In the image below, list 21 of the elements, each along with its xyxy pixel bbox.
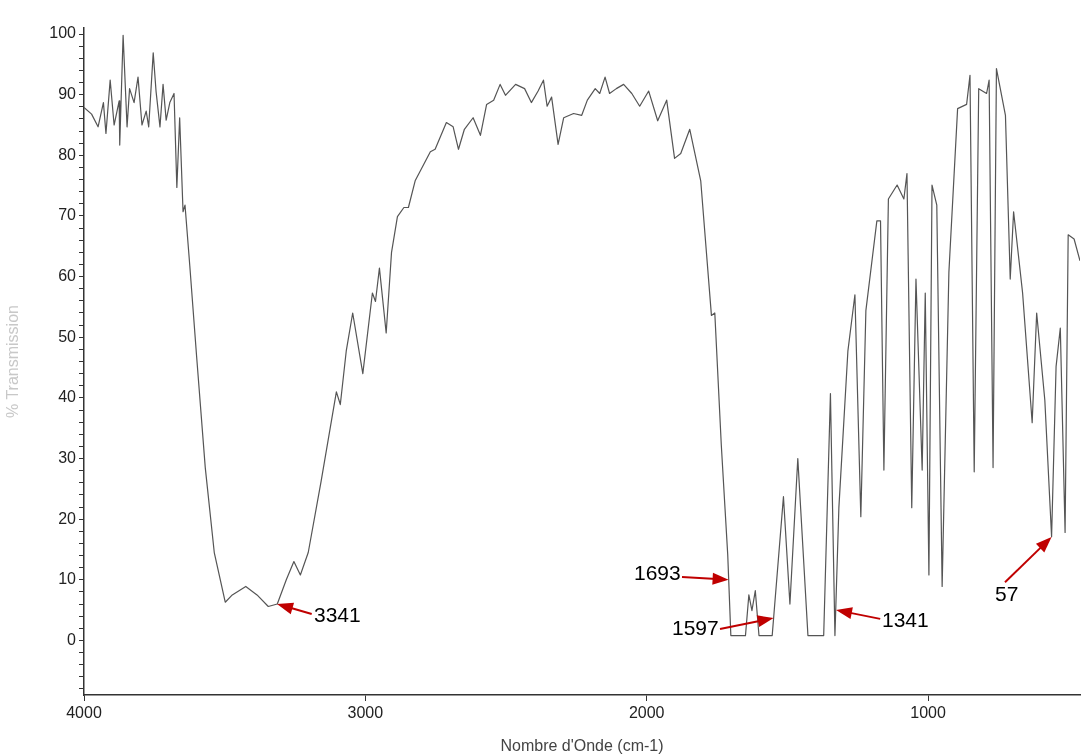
x-tick-label: 3000	[347, 704, 384, 722]
annotation: 1597	[672, 616, 719, 639]
y-tick-label: 20	[58, 509, 77, 527]
annotation: 1341	[882, 608, 929, 631]
y-tick-label: 0	[67, 630, 77, 648]
annotation: 57	[995, 582, 1019, 605]
x-tick-label: 1000	[910, 704, 946, 722]
x-tick-label: 4000	[66, 704, 102, 722]
y-tick-label: 80	[58, 145, 77, 163]
y-tick-label: 30	[58, 448, 77, 466]
y-tick-label: 10	[58, 570, 77, 588]
x-axis-title: Nombre d'Onde (cm-1)	[500, 736, 664, 754]
annotation: 3341	[314, 603, 361, 626]
y-tick-label: 70	[58, 206, 77, 224]
annotation: 1693	[634, 561, 681, 584]
y-tick-label: 50	[58, 327, 77, 345]
x-tick-label: 2000	[628, 704, 665, 722]
y-tick-label: 90	[58, 85, 77, 103]
y-tick-label: 100	[49, 24, 77, 42]
y-tick-label: 60	[58, 267, 77, 285]
y-tick-label: 40	[58, 388, 77, 406]
